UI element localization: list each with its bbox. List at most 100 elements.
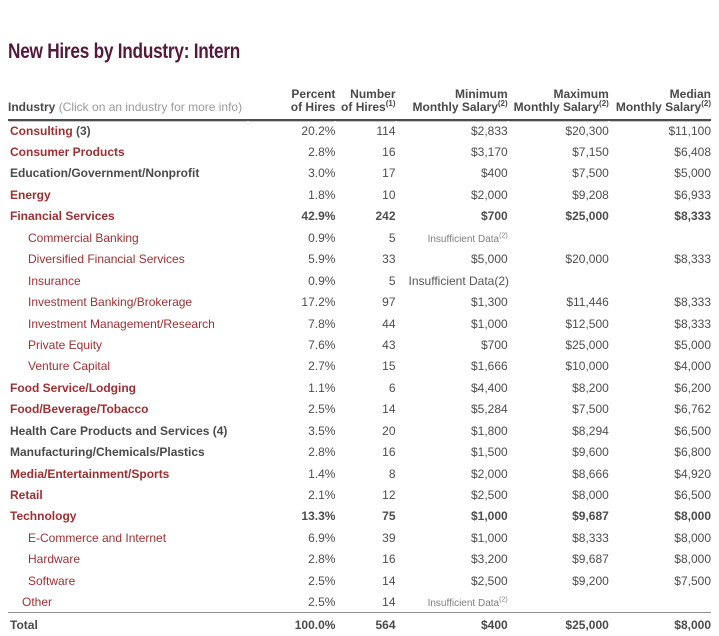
median-salary-cell: $6,762	[674, 402, 711, 417]
industry-link[interactable]: Financial Services	[10, 209, 115, 224]
table-row: Financial Services 42.9% 242 $700 $25,000 $8,…	[8, 206, 711, 227]
industry-link[interactable]: Technology	[10, 509, 77, 524]
industry-label: Manufacturing/Chemicals/Plastics	[10, 445, 205, 460]
industry-label: Health Care Products and Services (4)	[10, 423, 228, 438]
industry-cell: Diversified Financial Services	[8, 249, 248, 270]
median-salary-cell: $8,333	[674, 209, 711, 224]
industry-link[interactable]: Diversified Financial Services	[28, 252, 185, 267]
column-header-line1: Minimum	[455, 86, 508, 101]
percent-cell: 13.3%	[301, 509, 336, 524]
industry-link[interactable]: Energy	[10, 187, 51, 202]
min-salary-cell: $4,400	[470, 380, 508, 395]
median-salary-cell: $6,500	[674, 423, 711, 438]
industry-link[interactable]: Private Equity	[28, 337, 103, 352]
page-title: New Hires by Industry: Intern	[8, 40, 241, 64]
number-cell: 564	[335, 612, 396, 636]
industry-cell: Investment Banking/Brokerage	[8, 291, 248, 312]
industry-link[interactable]: E-Commerce and Internet	[28, 530, 167, 545]
max-salary-cell: $25,000	[565, 337, 609, 352]
percent-cell: 2.8%	[308, 445, 336, 460]
industry-link[interactable]: Consumer Products	[10, 145, 125, 160]
max-salary-cell: $7,500	[572, 402, 609, 417]
industry-link[interactable]: Venture Capital	[28, 359, 111, 374]
min-salary-cell: $400	[395, 612, 508, 636]
industry-cell: Other	[8, 592, 248, 613]
median-salary-cell: $6,500	[674, 488, 711, 503]
number-cell: 17	[382, 166, 396, 181]
industry-link[interactable]: Retail	[10, 488, 43, 503]
insufficient-data-note: Insufficient Data(2)	[408, 273, 510, 288]
median-salary-cell: $8,000	[674, 509, 711, 524]
industry-link[interactable]: Consulting	[10, 124, 73, 139]
percent-cell: 2.7%	[308, 359, 336, 374]
total-row: Total 100.0% 564 $400 $25,000 $8,000	[8, 612, 711, 636]
percent-cell: 0.9%	[308, 230, 336, 245]
median-salary-cell: $6,800	[674, 445, 711, 460]
min-salary-cell: $1,666	[470, 359, 508, 374]
footnote-ref: (2)	[599, 98, 609, 108]
min-salary-cell: $5,284	[470, 402, 508, 417]
min-salary-cell: Insufficient Data(2)	[396, 592, 508, 613]
footnote-ref: (2)	[497, 98, 508, 108]
industry-link[interactable]: Other	[22, 594, 53, 609]
percent-cell: 2.5%	[308, 594, 336, 609]
industry-cell: Insurance	[8, 270, 248, 291]
number-cell: 44	[382, 316, 396, 331]
industry-cell: Commercial Banking	[8, 227, 248, 248]
number-cell: 12	[382, 488, 396, 503]
industry-link[interactable]: Food/Beverage/Tobacco	[10, 402, 149, 417]
percent-cell: 100.0%	[248, 612, 336, 636]
column-header-line1: Percent	[291, 86, 336, 101]
industry-link[interactable]: Media/Entertainment/Sports	[10, 466, 170, 481]
industry-cell: Consumer Products	[8, 141, 248, 162]
min-salary-cell: $700	[480, 209, 508, 224]
industry-link[interactable]: Investment Banking/Brokerage	[28, 295, 193, 310]
max-salary-cell: $9,200	[572, 573, 609, 588]
industry-link[interactable]: Software	[28, 573, 76, 588]
min-salary-cell: $5,000	[470, 252, 508, 267]
column-header-percent: Percent of Hires	[248, 86, 336, 121]
industry-label: Education/Government/Nonprofit	[10, 166, 200, 181]
median-salary-cell: $8,000	[674, 530, 711, 545]
number-cell: 33	[382, 252, 396, 267]
industry-link[interactable]: Insurance	[28, 273, 81, 288]
percent-cell: 2.5%	[308, 402, 336, 417]
industry-cell: Software	[8, 570, 248, 591]
industry-header-note: (Click on an industry for more info)	[58, 99, 243, 114]
industry-cell: Health Care Products and Services (4)	[8, 420, 248, 441]
number-cell: 75	[382, 509, 396, 524]
industry-link[interactable]: Food Service/Lodging	[10, 380, 137, 395]
percent-cell: 2.1%	[308, 488, 336, 503]
max-salary-cell: $8,666	[572, 466, 609, 481]
industry-cell: Food Service/Lodging	[8, 377, 248, 398]
max-salary-cell: $7,500	[572, 166, 609, 181]
percent-cell: 17.2%	[301, 295, 336, 310]
industry-link[interactable]: Investment Management/Research	[28, 316, 215, 331]
industry-cell: Technology	[8, 506, 248, 527]
table-row: Manufacturing/Chemicals/Plastics 2.8% 16 $1…	[8, 441, 711, 462]
median-salary-cell	[609, 592, 711, 613]
max-salary-cell: $25,000	[507, 612, 609, 636]
max-salary-cell: $25,000	[565, 209, 609, 224]
table-row: Other 2.5% 14 Insufficient Data(2)	[8, 592, 711, 613]
min-salary-cell: $400	[480, 166, 508, 181]
percent-cell: 2.8%	[308, 145, 336, 160]
number-cell: 14	[382, 402, 396, 417]
table-header-row: Industry (Click on an industry for more …	[8, 86, 711, 121]
min-salary-cell: $2,500	[470, 488, 508, 503]
industry-cell: Consulting (3)	[8, 120, 248, 141]
number-cell: 20	[382, 423, 396, 438]
industry-link[interactable]: Hardware	[28, 552, 81, 567]
number-cell: 5	[388, 230, 396, 245]
number-cell: 97	[382, 295, 396, 310]
industry-cell: Hardware	[8, 549, 248, 570]
industry-link[interactable]: Commercial Banking	[28, 230, 139, 245]
industry-cell: Energy	[8, 184, 248, 205]
min-salary-cell: $2,000	[470, 187, 508, 202]
industry-cell: Education/Government/Nonprofit	[8, 163, 248, 184]
median-salary-cell: $8,333	[674, 295, 711, 310]
max-salary-cell	[508, 270, 609, 291]
min-salary-cell: $1,000	[470, 509, 508, 524]
new-hires-table: Industry (Click on an industry for more …	[8, 86, 711, 636]
table-row: Hardware 2.8% 16 $3,200 $9,687 $8,000	[8, 549, 711, 570]
